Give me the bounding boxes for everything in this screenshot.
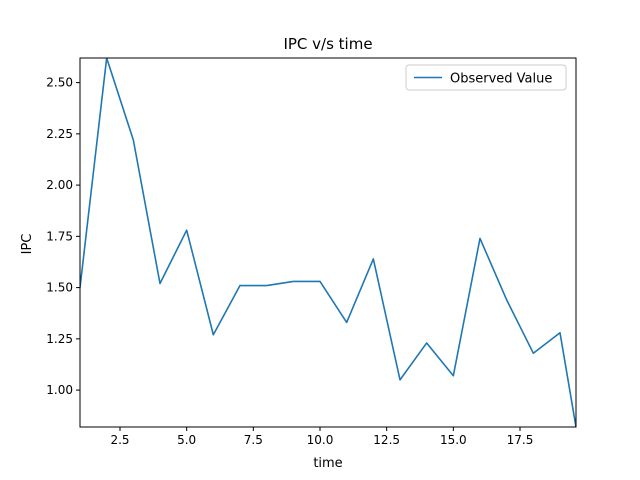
y-tick-label: 1.25 — [46, 332, 73, 346]
y-tick-label: 1.50 — [46, 281, 73, 295]
x-axis-title: time — [313, 456, 342, 471]
x-tick-label: 7.5 — [244, 433, 263, 447]
legend: Observed Value — [405, 64, 567, 91]
axes: 2.5 5.0 7.5 10.0 12.5 15.0 17.5 1.00 1.25 1.50 1.7… — [46, 57, 577, 447]
x-tick-label: 10.0 — [307, 433, 334, 447]
x-tick-label: 5.0 — [177, 433, 196, 447]
plot-area — [80, 58, 576, 427]
x-tick-label: 2.5 — [110, 433, 129, 447]
x-tick-label: 15.0 — [440, 433, 467, 447]
y-axis-title: IPC — [20, 234, 35, 255]
y-tick-label: 2.25 — [46, 127, 73, 141]
chart-title: IPC v/s time — [283, 35, 372, 53]
y-tick-label: 2.00 — [46, 178, 73, 192]
x-tick-label: 17.5 — [507, 433, 534, 447]
x-tick-label: 12.5 — [373, 433, 400, 447]
legend-label: Observed Value — [450, 72, 552, 87]
series-line-0 — [80, 58, 576, 427]
axes-frame — [79, 57, 577, 428]
y-tick-label: 1.00 — [46, 383, 73, 397]
legend-box — [405, 64, 567, 91]
y-tick-label: 1.75 — [46, 229, 73, 243]
y-tick-label: 2.50 — [46, 76, 73, 90]
